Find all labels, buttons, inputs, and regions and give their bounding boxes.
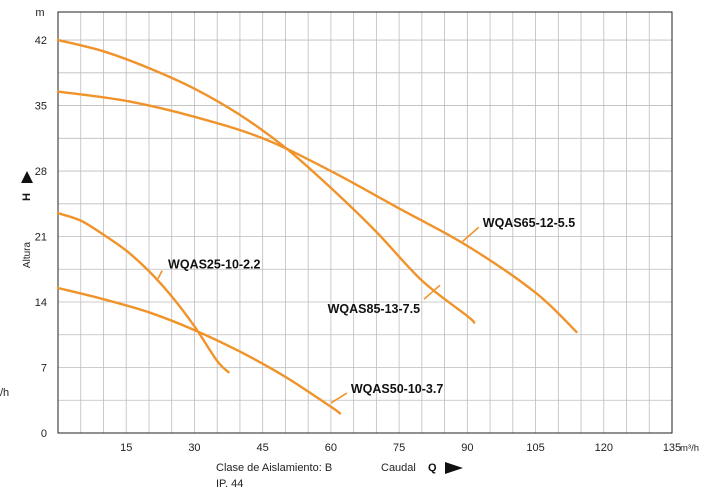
ip-rating-note: IP. 44: [216, 478, 243, 490]
series-label-wqas25-10-2.2: WQAS25-10-2.2: [168, 258, 260, 272]
x-tick-label: 60: [325, 442, 337, 454]
series-line-wqas65-12-5.5: [56, 90, 578, 334]
series-label-wqas85-13-7.5: WQAS85-13-7.5: [328, 302, 420, 316]
series-line-wqas25-10-2.2: [56, 211, 230, 374]
tick-labels: 15 30 45 60 75 90 105 120 135 0 7 14 21 28 35 42: [35, 35, 681, 454]
x-tick-label: 30: [188, 442, 200, 454]
x-tick-label: 75: [393, 442, 405, 454]
y-tick-label: 14: [35, 297, 47, 309]
grid: [58, 12, 672, 433]
y-tick-label: 7: [41, 363, 47, 375]
x-unit-label: m³/h: [680, 443, 699, 454]
y-tick-label: 21: [35, 232, 47, 244]
plot-frame: [57, 11, 673, 434]
stray-axis-text: /h: [0, 387, 9, 399]
x-axis-symbol: Q: [428, 462, 437, 474]
annotation-leader: [462, 226, 480, 242]
y-tick-label: 42: [35, 35, 47, 47]
annotation-leader: [157, 270, 163, 279]
x-tick-label: 90: [461, 442, 473, 454]
y-tick-label: 35: [35, 101, 47, 113]
x-axis-label: Caudal: [381, 462, 416, 474]
annotation-leader: [423, 284, 441, 300]
y-tick-label: 0: [41, 428, 47, 440]
x-tick-label: 45: [257, 442, 269, 454]
x-tick-label: 15: [120, 442, 132, 454]
y-axis-arrow-icon: [21, 171, 33, 183]
x-tick-label: 135: [663, 442, 681, 454]
x-tick-label: 120: [595, 442, 613, 454]
y-axis-title: Altura H: [21, 171, 33, 268]
x-tick-label: 105: [526, 442, 544, 454]
insulation-class-note: Clase de Aislamiento: B: [216, 462, 332, 474]
y-axis-label: Altura: [22, 242, 33, 269]
y-axis-symbol: H: [21, 193, 33, 201]
y-unit-label: m: [35, 7, 44, 19]
x-axis-arrow-icon: [445, 462, 463, 474]
series-label-wqas50-10-3.7: WQAS50-10-3.7: [351, 382, 443, 396]
annotation-leader: [330, 392, 348, 404]
series-label-wqas65-12-5.5: WQAS65-12-5.5: [483, 216, 575, 230]
curves: WQAS25-10-2.2 WQAS50-10-3.7 WQAS85-13-7.5 W…: [56, 38, 578, 415]
series-line-wqas50-10-3.7: [56, 286, 342, 415]
y-tick-label: 28: [35, 166, 47, 178]
series-line-wqas85-13-7.5: [56, 38, 476, 324]
